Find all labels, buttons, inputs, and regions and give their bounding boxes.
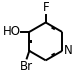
Text: F: F <box>42 1 49 14</box>
Text: N: N <box>64 44 73 57</box>
Text: Br: Br <box>20 60 33 73</box>
Text: HO: HO <box>2 25 20 38</box>
